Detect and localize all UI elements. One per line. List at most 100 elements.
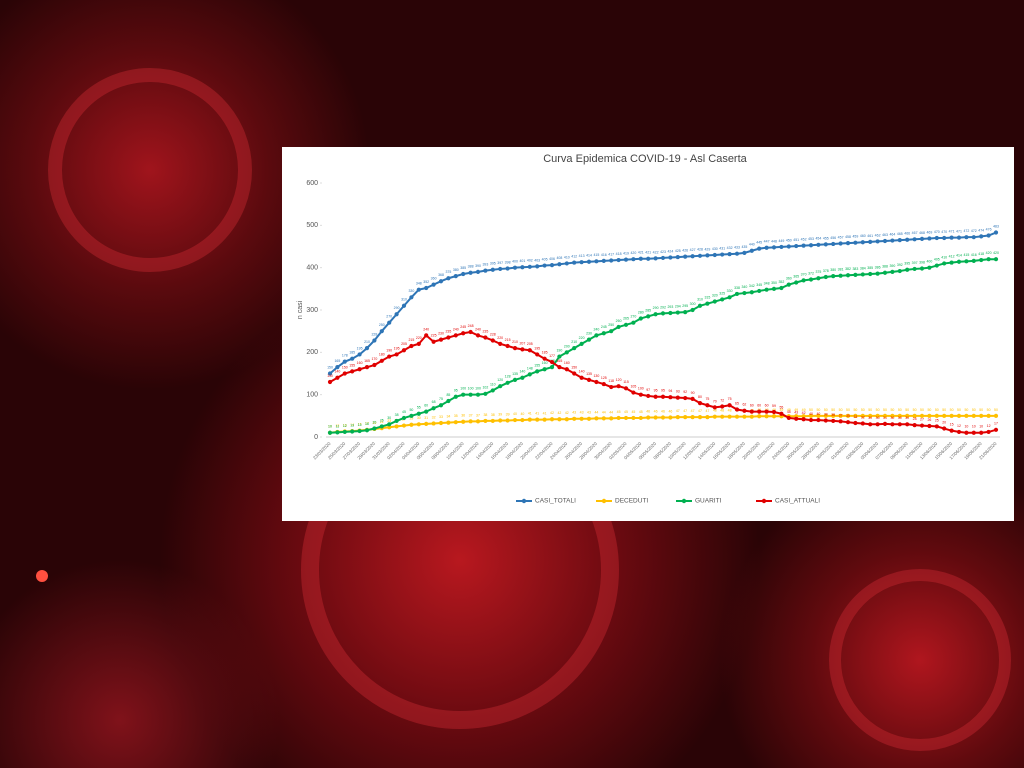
data-point (394, 418, 399, 424)
data-point (572, 346, 577, 351)
data-label: 292 (660, 305, 666, 309)
data-point (512, 377, 518, 382)
data-point (838, 273, 843, 278)
data-point (498, 341, 503, 346)
data-point (594, 379, 599, 385)
data-label: 190 (556, 348, 562, 352)
data-point (438, 337, 444, 342)
data-label: 50 (898, 408, 902, 412)
data-point (779, 244, 784, 250)
data-point (535, 369, 540, 374)
data-point (586, 337, 592, 342)
data-label: 150 (327, 365, 333, 369)
data-point (875, 239, 880, 244)
data-label: 50 (927, 408, 931, 412)
data-label: 50 (905, 408, 909, 412)
data-point (934, 413, 939, 418)
data-label: 26 (927, 418, 931, 422)
data-label: 125 (601, 376, 607, 380)
data-label: 420 (630, 251, 636, 255)
data-label: 41 (543, 412, 547, 416)
data-point (764, 409, 769, 414)
data-label: 155 (534, 363, 540, 367)
data-point (424, 285, 429, 291)
data-label: 48 (713, 409, 717, 413)
data-point (424, 421, 429, 426)
legend-marker (681, 498, 687, 504)
data-point (779, 411, 784, 416)
data-label: 37 (839, 413, 843, 417)
data-label: 260 (616, 319, 622, 323)
data-point (831, 274, 836, 279)
data-point (942, 235, 947, 241)
data-point (594, 333, 599, 338)
data-point (712, 252, 717, 258)
data-label: 423 (660, 250, 666, 254)
data-point (379, 358, 384, 363)
data-point (572, 371, 577, 376)
data-point (757, 288, 762, 294)
data-label: 41 (528, 412, 532, 416)
data-label: 195 (534, 346, 540, 350)
data-label: 230 (438, 332, 444, 336)
data-label: 427 (690, 248, 696, 252)
data-label: 471 (956, 230, 962, 234)
data-label: 42 (565, 411, 569, 415)
data-label: 422 (653, 250, 659, 254)
data-label: 413 (579, 254, 585, 258)
data-point (705, 415, 710, 420)
data-label: 451 (793, 238, 799, 242)
data-point (927, 423, 932, 429)
data-label: 472 (971, 229, 977, 233)
data-label: 100 (460, 387, 466, 391)
data-label: 93 (676, 390, 680, 394)
data-label: 110 (490, 382, 496, 386)
data-label: 293 (667, 305, 673, 309)
data-point (660, 394, 666, 399)
data-point (919, 236, 925, 241)
data-point (512, 346, 518, 351)
data-label: 47 (683, 409, 687, 413)
data-point (942, 261, 947, 266)
data-point (564, 367, 569, 372)
data-label: 462 (875, 233, 881, 237)
data-point (616, 384, 621, 389)
data-label: 448 (771, 239, 777, 243)
data-point (823, 274, 828, 280)
data-label: 30 (898, 416, 902, 420)
data-label: 384 (860, 266, 866, 270)
data-label: 42 (557, 411, 561, 415)
data-label: 419 (623, 252, 629, 256)
data-point (853, 413, 858, 418)
data-label: 390 (475, 264, 481, 268)
data-label: 140 (579, 370, 585, 374)
data-label: 290 (394, 306, 400, 310)
data-point (882, 421, 888, 426)
data-point (668, 255, 673, 260)
data-label: 42 (802, 411, 806, 415)
data-label: 450 (786, 238, 792, 242)
data-point (572, 260, 577, 265)
data-label: 35 (846, 414, 850, 418)
data-label: 39 (506, 412, 510, 416)
data-label: 380 (453, 268, 459, 272)
data-point (542, 417, 547, 422)
data-point (675, 254, 680, 260)
data-point (438, 403, 444, 408)
data-point (490, 388, 495, 393)
data-point (816, 276, 821, 281)
data-point (971, 258, 976, 263)
data-label: 342 (749, 284, 755, 288)
data-point (875, 422, 880, 427)
data-label: 28 (913, 417, 917, 421)
data-label: 120 (616, 378, 622, 382)
data-label: 50 (868, 408, 872, 412)
data-label: 348 (764, 282, 770, 286)
data-label: 400 (512, 260, 518, 264)
legend-label: DECEDUTI (615, 498, 648, 505)
data-label: 456 (830, 236, 836, 240)
data-point (527, 348, 532, 353)
data-label: 44 (602, 410, 606, 414)
legend-marker (761, 498, 767, 504)
data-label: 97 (646, 388, 650, 392)
